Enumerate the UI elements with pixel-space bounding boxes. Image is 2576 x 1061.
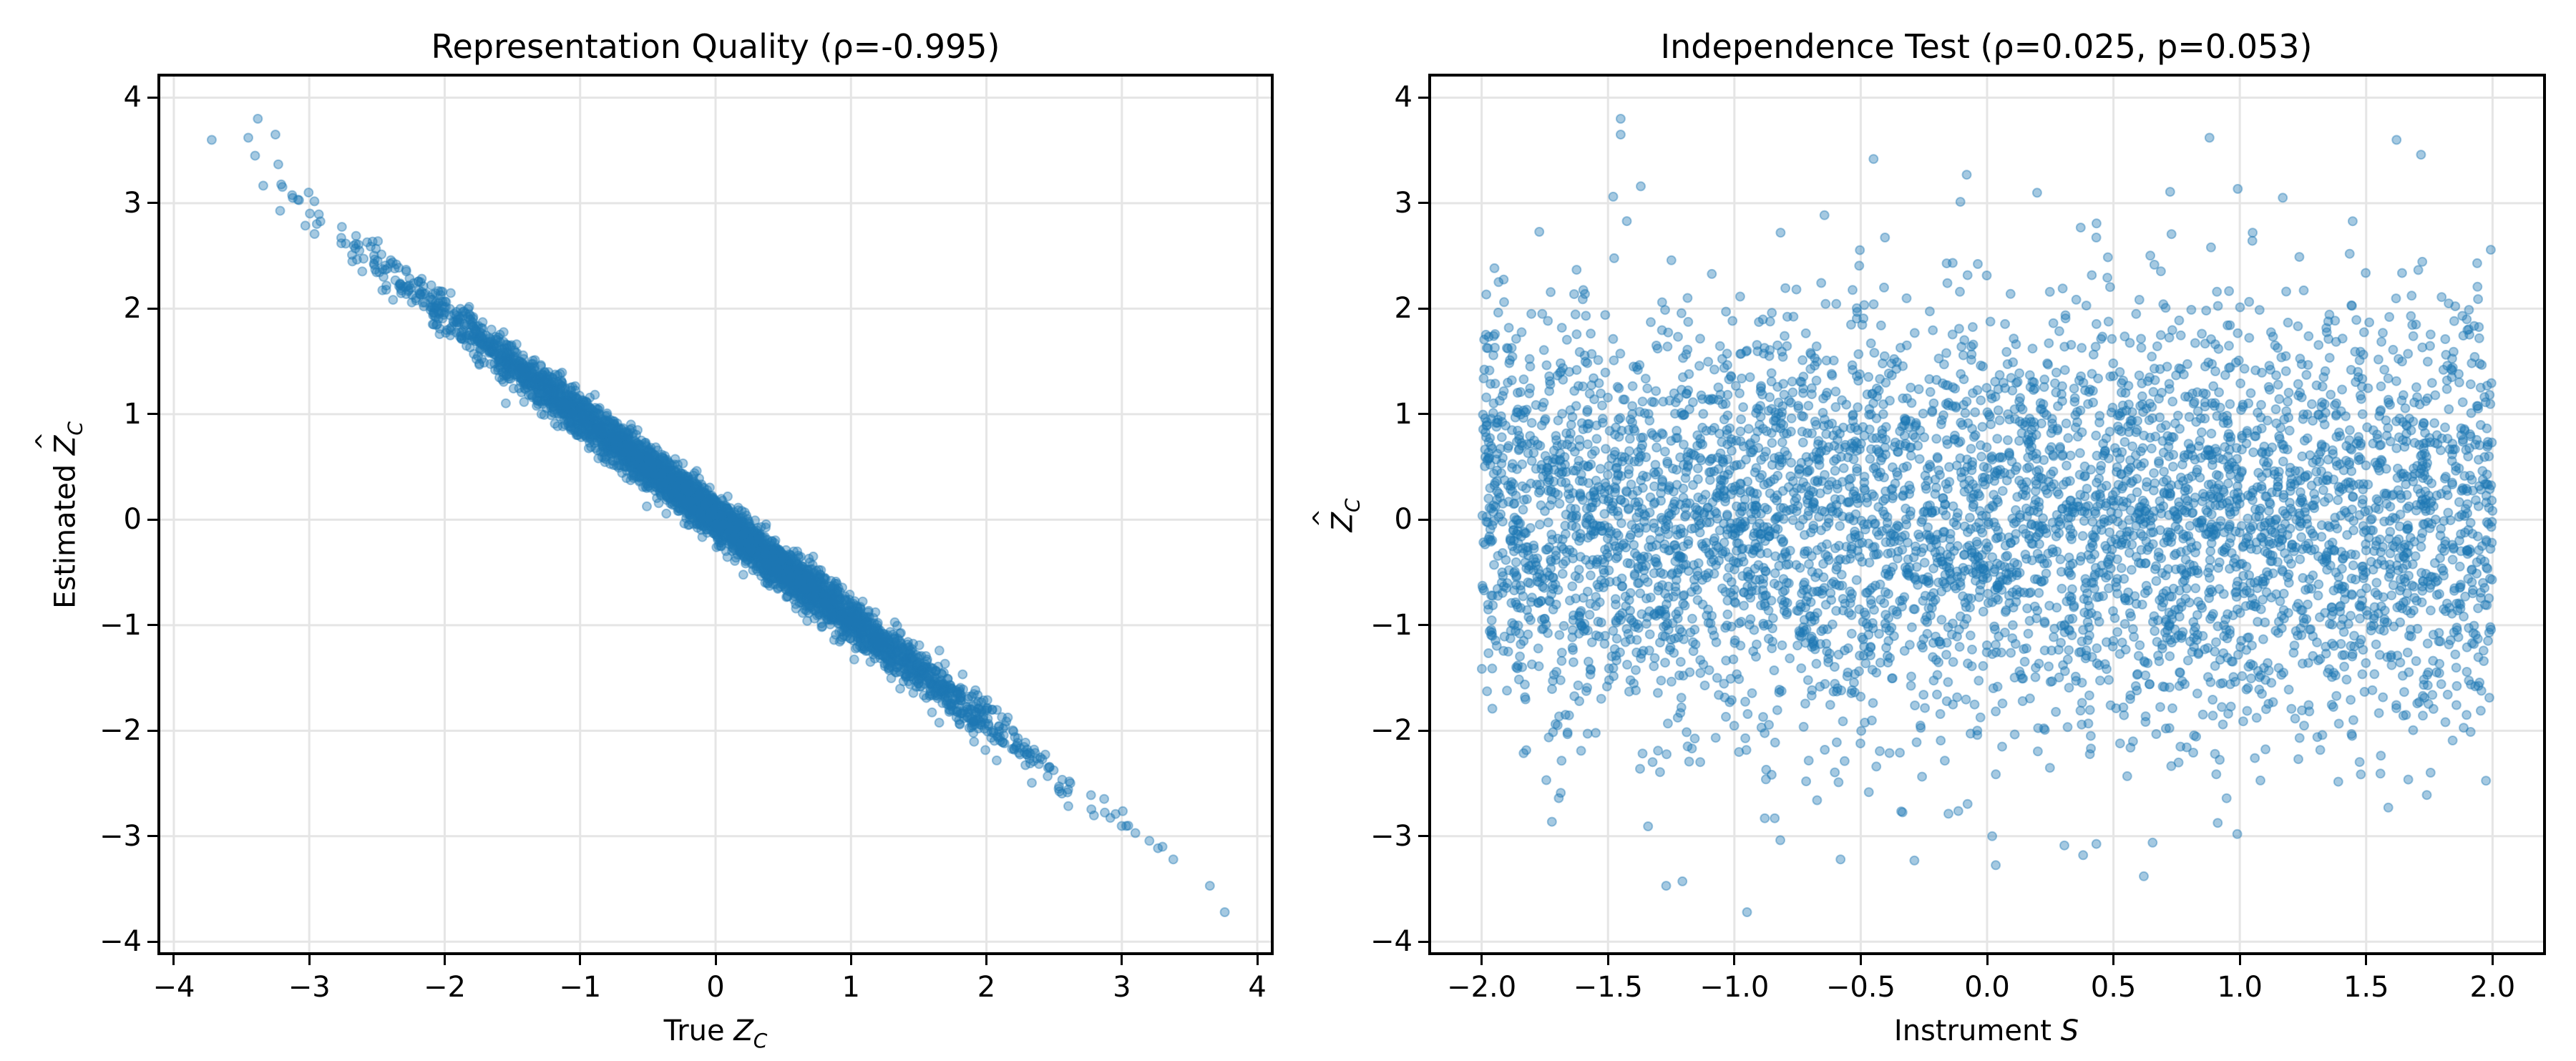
x-tick-label: 0.5 [2090,971,2137,1004]
x-tick-label: 0 [706,971,725,1004]
y-tick-label: 3 [123,186,142,220]
x-tick-label: −4 [152,971,195,1004]
y-tick-mark [1418,413,1428,416]
y-tick-label: 4 [1394,81,1413,114]
right-y-label-var: Z [1327,512,1360,532]
x-tick-mark [2491,955,2494,965]
x-tick-label: −1 [559,971,602,1004]
x-tick-mark [579,955,582,965]
x-tick-mark [714,955,717,965]
right-panel-title: Independence Test (ρ=0.025, p=0.053) [1660,27,2313,66]
x-tick-label: 4 [1248,971,1267,1004]
x-tick-mark [1606,955,1609,965]
y-tick-mark [1418,835,1428,838]
left-x-label-sub: C [753,1029,768,1052]
x-tick-mark [1480,955,1483,965]
y-tick-label: −2 [99,714,142,748]
x-tick-mark [1733,955,1736,965]
y-tick-mark [1418,729,1428,732]
y-tick-mark [1418,518,1428,521]
x-tick-mark [1256,955,1259,965]
x-tick-mark [1121,955,1123,965]
x-tick-mark [172,955,175,965]
y-tick-mark [147,835,157,838]
y-tick-mark [1418,96,1428,99]
scatter-points [1476,114,2498,917]
y-tick-label: −4 [1370,925,1413,959]
left-x-label-text: True [663,1014,734,1047]
left-scatter-axes [157,74,1274,955]
y-tick-mark [1418,624,1428,627]
y-tick-label: 2 [123,292,142,326]
x-tick-label: −0.5 [1825,971,1896,1004]
x-tick-mark [308,955,311,965]
x-tick-mark [2365,955,2368,965]
y-tick-mark [1418,307,1428,310]
x-tick-mark [2112,955,2115,965]
y-tick-mark [1418,940,1428,943]
right-x-label-text: Instrument [1893,1014,2061,1047]
y-tick-label: −1 [1370,608,1413,642]
y-tick-mark [147,940,157,943]
y-tick-label: −1 [99,608,142,642]
y-tick-label: 3 [1394,186,1413,220]
right-x-axis-label: Instrument S [1894,1014,2079,1047]
right-scatter-plot [1431,77,2543,952]
x-tick-label: 0.0 [1964,971,2010,1004]
y-tick-mark [147,96,157,99]
y-tick-mark [147,729,157,732]
left-panel-title: Representation Quality (ρ=-0.995) [431,27,1000,66]
y-tick-label: 1 [1394,397,1413,431]
x-tick-mark [1986,955,1989,965]
y-tick-mark [147,518,157,521]
right-scatter-axes [1428,74,2546,955]
scatter-points [206,114,1230,917]
x-tick-label: −1.0 [1699,971,1770,1004]
right-y-label-sub: C [1340,498,1365,513]
y-tick-label: −3 [1370,819,1413,853]
y-tick-mark [147,624,157,627]
x-tick-label: 1.5 [2343,971,2389,1004]
x-tick-mark [2238,955,2241,965]
x-tick-label: 2 [977,971,996,1004]
y-tick-label: 1 [123,397,142,431]
y-tick-label: 4 [123,81,142,114]
y-tick-mark [1418,202,1428,205]
right-y-axis-label: ZC [1327,499,1365,532]
y-tick-mark [147,413,157,416]
left-scatter-plot [160,77,1271,952]
x-tick-mark [1859,955,1862,965]
x-tick-label: −2.0 [1447,971,1517,1004]
x-tick-label: 1.0 [2217,971,2263,1004]
x-tick-label: 2.0 [2469,971,2516,1004]
left-y-axis-label: Estimated ZC [49,421,87,609]
x-tick-label: 3 [1113,971,1131,1004]
x-tick-label: −1.5 [1573,971,1643,1004]
y-tick-label: −2 [1370,714,1413,748]
x-tick-mark [985,955,988,965]
y-tick-label: 2 [1394,292,1413,326]
y-tick-label: −3 [99,819,142,853]
x-tick-label: −3 [288,971,331,1004]
x-tick-label: −2 [423,971,466,1004]
y-tick-label: −4 [99,925,142,959]
y-tick-label: 0 [123,503,142,537]
x-tick-mark [849,955,852,965]
left-x-label-var: Z [733,1014,753,1047]
right-x-label-var: S [2060,1014,2079,1047]
left-y-label-var: Z [49,436,82,455]
x-tick-mark [443,955,446,965]
y-tick-label: 0 [1394,503,1413,537]
left-y-label-sub: C [63,421,87,436]
left-x-axis-label: True ZC [664,1014,768,1052]
y-tick-mark [147,307,157,310]
y-tick-mark [147,202,157,205]
left-y-label-text: Estimated [49,455,82,609]
x-tick-label: 1 [841,971,860,1004]
